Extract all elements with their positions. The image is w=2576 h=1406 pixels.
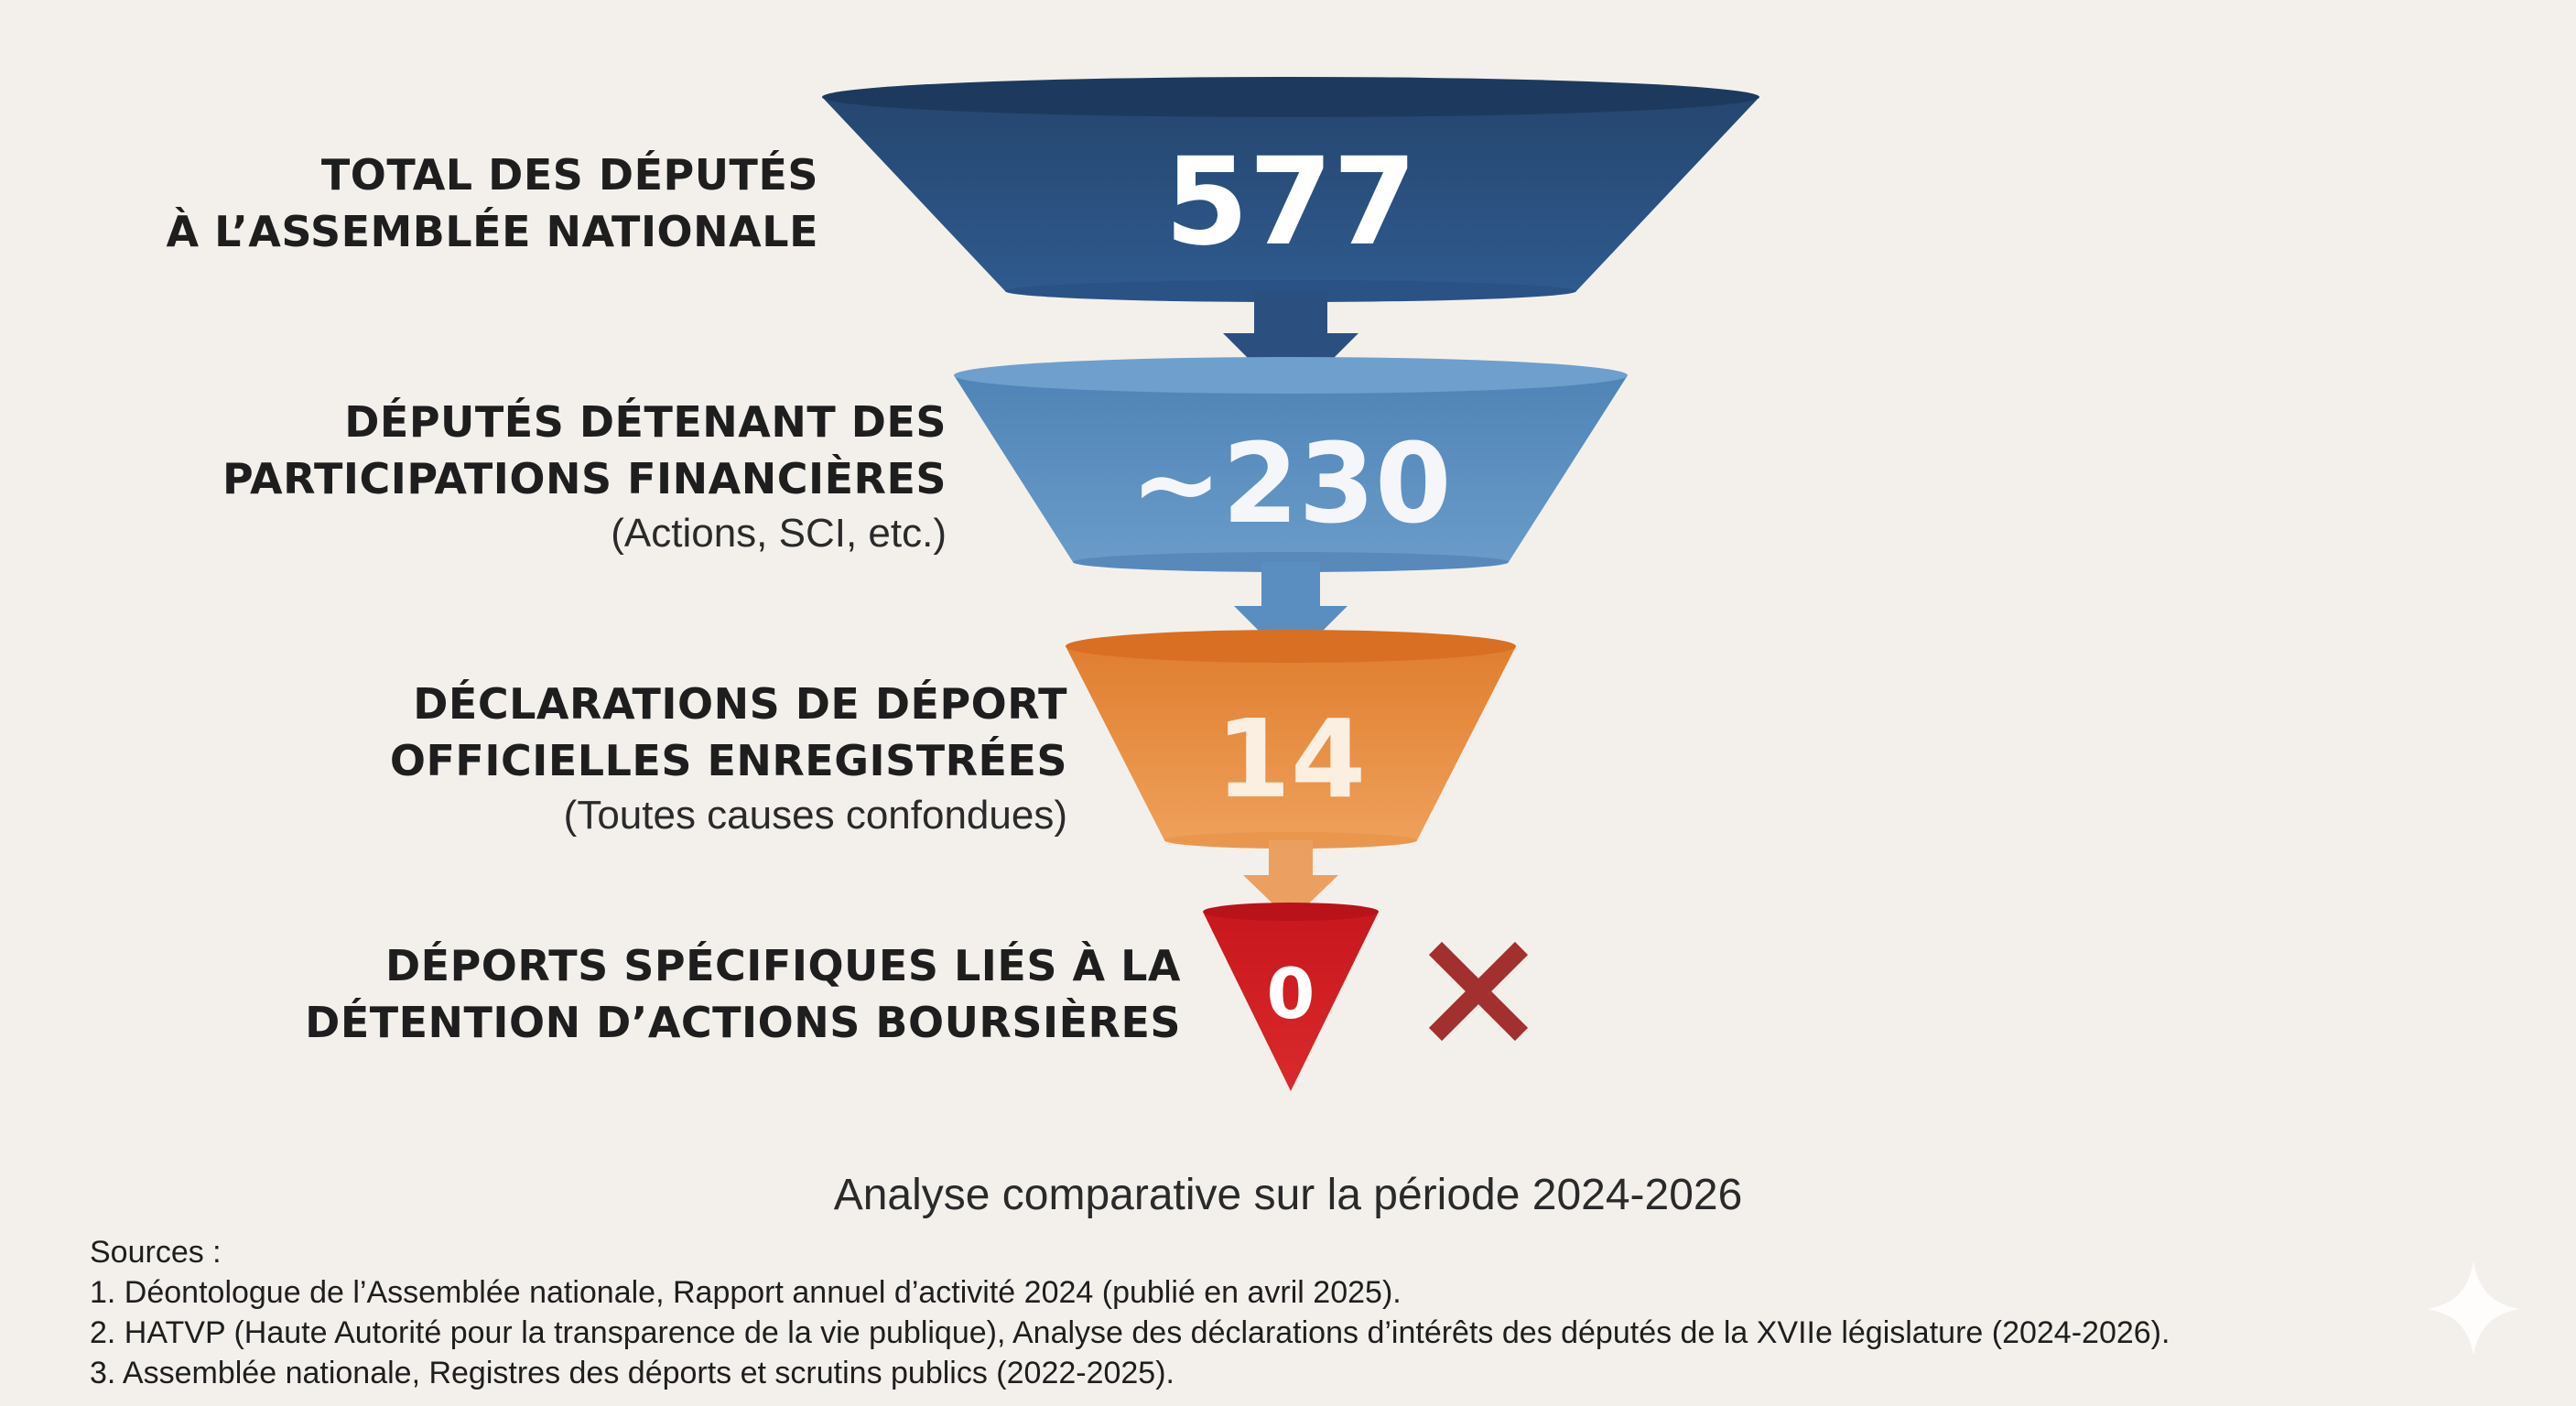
stage-label-line: OFFICIELLES ENREGISTRÉES: [389, 736, 1067, 785]
stage-label-actions: DÉPORTS SPÉCIFIQUES LIÉS À LA DÉTENTION …: [305, 937, 1181, 1051]
stage-value: 14: [1216, 696, 1366, 822]
sources-list: Sources : 1. Déontologue de l’Assemblée …: [90, 1232, 2170, 1393]
source-item: 2. HATVP (Haute Autorité pour la transpa…: [90, 1315, 2170, 1350]
stage-value: ~230: [1130, 421, 1451, 548]
stage-label-total: TOTAL DES DÉPUTÉS À L’ASSEMBLÉE NATIONAL…: [166, 146, 818, 260]
stage-value: 577: [1164, 132, 1417, 273]
stage-label-sub: (Toutes causes confondues): [563, 793, 1067, 838]
stage-label-line: TOTAL DES DÉPUTÉS: [320, 150, 818, 200]
stage-label-line: DÉTENTION D’ACTIONS BOURSIÈRES: [305, 998, 1181, 1047]
arrow-down-icon: [1234, 562, 1348, 663]
stage-label-line: DÉPORTS SPÉCIFIQUES LIÉS À LA: [384, 941, 1181, 990]
funnel-stage-actions: [1203, 903, 1379, 1091]
cross-icon: [1428, 941, 1529, 1042]
sparkle-icon: [2428, 1261, 2519, 1355]
period-caption: Analyse comparative sur la période 2024-…: [833, 1171, 1743, 1219]
stage-label-line: DÉPUTÉS DÉTENANT DES: [344, 397, 947, 447]
stage-label-line: À L’ASSEMBLÉE NATIONALE: [166, 207, 818, 256]
arrow-down-icon: [1243, 840, 1338, 921]
stage-label-line: DÉCLARATIONS DE DÉPORT: [413, 679, 1067, 729]
arrow-down-icon: [1223, 291, 1358, 401]
funnel-stage-total: [822, 77, 1759, 302]
funnel-stage-participations: [954, 357, 1628, 572]
stage-label-line: PARTICIPATIONS FINANCIÈRES: [222, 454, 947, 503]
source-item: 3. Assemblée nationale, Registres des dé…: [90, 1356, 1174, 1390]
stage-label-sub: (Actions, SCI, etc.): [611, 511, 947, 556]
sources-heading: Sources :: [90, 1235, 222, 1270]
stage-value: 0: [1267, 953, 1315, 1034]
source-item: 1. Déontologue de l’Assemblée nationale,…: [90, 1275, 1402, 1310]
stage-label-participations: DÉPUTÉS DÉTENANT DES PARTICIPATIONS FINA…: [222, 394, 947, 560]
funnel-stage-declarations: [1066, 630, 1516, 849]
stage-label-declarations: DÉCLARATIONS DE DÉPORT OFFICIELLES ENREG…: [390, 676, 1067, 842]
